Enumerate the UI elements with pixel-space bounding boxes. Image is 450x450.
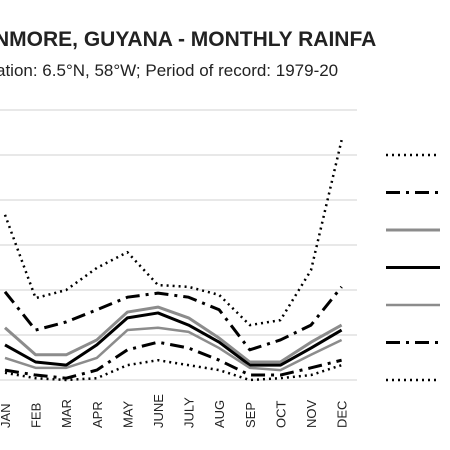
x-tick-label: JAN (0, 403, 13, 428)
x-tick-label: JUNE (151, 394, 166, 428)
x-tick-label: MAR (59, 399, 74, 428)
series-line (4, 305, 343, 364)
series-line (3, 285, 343, 352)
chart-subtitle: ation: 6.5°N, 58°W; Period of record: 19… (0, 61, 338, 80)
chart-title: NMORE, GUYANA - MONTHLY RAINFA (0, 28, 376, 51)
x-tick-label: SEP (243, 402, 258, 428)
series-line (4, 311, 343, 367)
series-line (4, 340, 342, 380)
series-line (4, 326, 343, 372)
x-tick-label: AUG (212, 400, 227, 428)
x-tick-label: DEC (335, 401, 350, 428)
x-tick-label: NOV (304, 400, 319, 429)
x-tick-label: APR (90, 401, 105, 428)
x-tick-label: OCT (273, 401, 288, 429)
series-line (3, 139, 343, 327)
x-tick-label: MAY (120, 400, 135, 428)
x-tick-label: FEB (29, 403, 44, 428)
x-tick-label: JULY (182, 397, 197, 428)
